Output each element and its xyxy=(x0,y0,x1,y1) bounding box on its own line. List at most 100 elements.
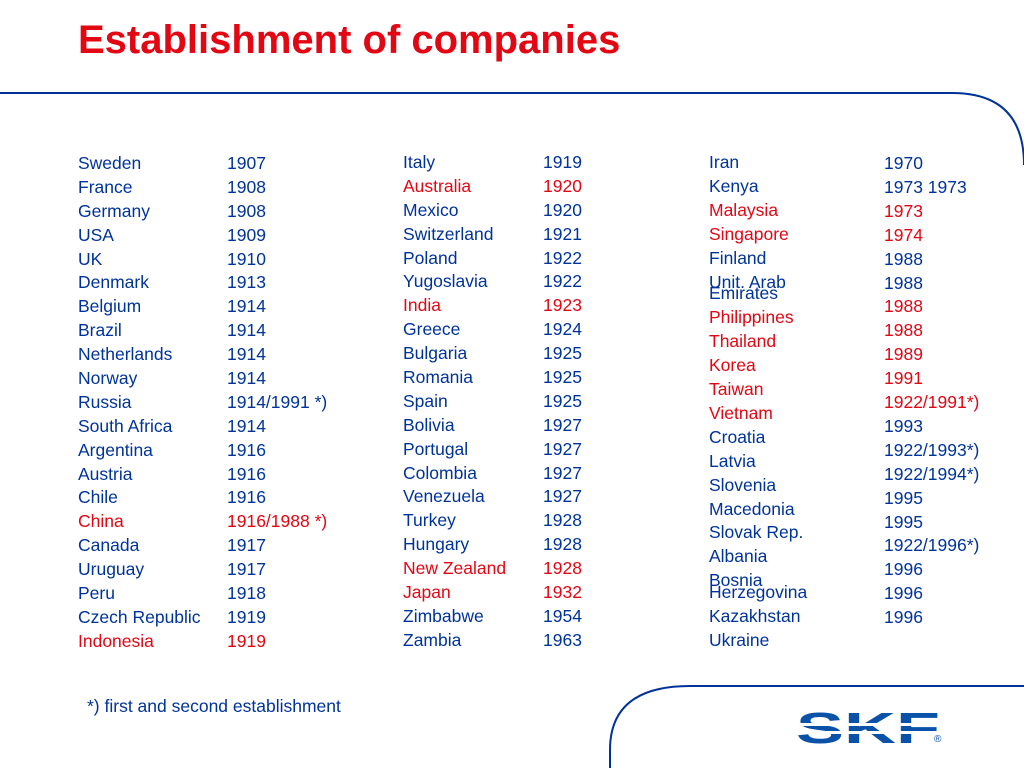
country-name: Unit. Arab xyxy=(709,271,786,292)
country-name: Albania xyxy=(709,546,768,567)
table-row: Bolivia 1927 xyxy=(403,415,653,439)
table-row: Belgium 1914 xyxy=(78,296,398,320)
establishment-year: 1995 xyxy=(884,487,923,508)
establishment-year: 1974 xyxy=(884,224,923,245)
country-name: Peru xyxy=(78,583,115,604)
establishment-year: 1916/1988 *) xyxy=(227,511,328,532)
establishment-year: 1920 xyxy=(543,199,582,220)
country-name: Australia xyxy=(403,175,472,196)
table-row: Yugoslavia 1922 xyxy=(403,271,653,295)
table-row: Zimbabwe 1954 xyxy=(403,606,653,630)
country-name: Malaysia xyxy=(709,199,779,220)
table-row: Colombia 1927 xyxy=(403,463,653,487)
country-name: Kazakhstan xyxy=(709,606,801,627)
table-row: New Zealand 1928 xyxy=(403,558,653,582)
establishment-year: 1925 xyxy=(543,390,582,411)
establishment-year: 1920 xyxy=(543,175,582,196)
establishment-year: 1916 xyxy=(227,439,266,460)
country-name: Korea xyxy=(709,355,756,376)
establishment-year: 1908 xyxy=(227,176,266,197)
table-row: Czech Republic 1919 xyxy=(78,607,398,631)
table-row: Poland 1922 xyxy=(403,248,653,272)
table-row: Argentina 1916 xyxy=(78,440,398,464)
establishment-year: 1918 xyxy=(227,583,266,604)
establishment-year: 1988 xyxy=(884,248,923,269)
table-row: Greece 1924 xyxy=(403,319,653,343)
establishment-year: 1919 xyxy=(543,152,582,172)
establishment-year: 1923 xyxy=(543,295,582,316)
table-row: Romania 1925 xyxy=(403,367,653,391)
country-name: Iran xyxy=(709,152,740,172)
establishment-year: 1908 xyxy=(227,200,266,221)
table-row: Portugal 1927 xyxy=(403,439,653,463)
table-row: Russia 1914/1991 *) xyxy=(78,392,398,416)
country-name: Netherlands xyxy=(78,344,173,365)
country-name: France xyxy=(78,176,133,197)
establishment-year: 1922/1991*) xyxy=(884,392,980,412)
establishment-year: 1922/1993*) xyxy=(884,439,980,460)
country-name: Belgium xyxy=(78,296,142,317)
country-name: Greece xyxy=(403,319,461,340)
table-row: Sweden 1907 xyxy=(78,153,398,177)
country-name: Sweden xyxy=(78,153,142,173)
country-name: Norway xyxy=(78,368,138,389)
establishment-year: 1914 xyxy=(227,320,266,341)
country-name: India xyxy=(403,295,441,316)
establishment-year: 1914/1991 *) xyxy=(227,391,328,412)
country-name: Mexico xyxy=(403,199,459,220)
logo-stripe xyxy=(796,731,942,734)
table-row: Australia 1920 xyxy=(403,176,653,200)
establishment-year: 1996 xyxy=(884,559,923,580)
establishment-year: 1913 xyxy=(227,272,266,293)
establishment-year: 1914 xyxy=(227,368,266,389)
establishment-year: 1919 xyxy=(227,606,266,627)
establishment-year: 1973 xyxy=(884,200,923,221)
country-name: Yugoslavia xyxy=(403,271,488,292)
table-row: Austria 1916 xyxy=(78,464,398,488)
table-row: Venezuela 1927 xyxy=(403,486,653,510)
establishment-year: 1919 xyxy=(227,630,266,651)
country-name: Switzerland xyxy=(403,223,494,244)
footnote: *) first and second establishment xyxy=(87,696,341,716)
establishment-year: 1916 xyxy=(227,487,266,508)
table-row: Zambia 1963 xyxy=(403,630,653,654)
establishment-year: 1954 xyxy=(543,605,582,626)
establishment-year: 1970 xyxy=(884,153,923,173)
table-row: Germany 1908 xyxy=(78,201,398,225)
table-row: Canada 1917 xyxy=(78,535,398,559)
establishment-year: 1928 xyxy=(543,534,582,555)
country-name: Singapore xyxy=(709,223,789,244)
country-name: Portugal xyxy=(403,438,469,459)
country-name: Uruguay xyxy=(78,559,145,580)
country-column-2: Italy 1919 Australia 1920 Mexico 1920 Switzerl… xyxy=(403,152,653,654)
establishment-year: 1988 xyxy=(884,272,923,293)
country-name: Taiwan xyxy=(709,379,764,400)
establishment-year: 1914 xyxy=(227,344,266,365)
table-row: Peru 1918 xyxy=(78,583,398,607)
country-name: UK xyxy=(78,248,103,269)
establishment-year: 1996 xyxy=(884,607,923,628)
table-row: India 1923 xyxy=(403,295,653,319)
country-name: Slovenia xyxy=(709,474,777,495)
country-name: Finland xyxy=(709,247,767,268)
country-name: Russia xyxy=(78,391,132,412)
table-row: UK 1910 xyxy=(78,249,398,273)
establishment-year: 1916 xyxy=(227,463,266,484)
establishment-year: 1922/1996*) xyxy=(884,535,980,556)
country-name: Philippines xyxy=(709,307,794,328)
establishment-year: 1995 xyxy=(884,511,923,532)
establishment-year: 1973 1973 xyxy=(884,176,967,197)
establishment-year: 1909 xyxy=(227,224,266,245)
country-name: Bolivia xyxy=(403,414,455,435)
establishment-year: 1907 xyxy=(227,153,266,173)
table-row: Denmark 1913 xyxy=(78,272,398,296)
establishment-year: 1996 xyxy=(884,583,923,604)
establishment-year: 1914 xyxy=(227,296,266,317)
country-name: Poland xyxy=(403,247,458,268)
country-name: South Africa xyxy=(78,415,173,436)
establishment-year: 1914 xyxy=(227,415,266,436)
country-name: Zimbabwe xyxy=(403,605,484,626)
country-name: Kenya xyxy=(709,175,759,196)
logo-stripe xyxy=(796,723,942,726)
